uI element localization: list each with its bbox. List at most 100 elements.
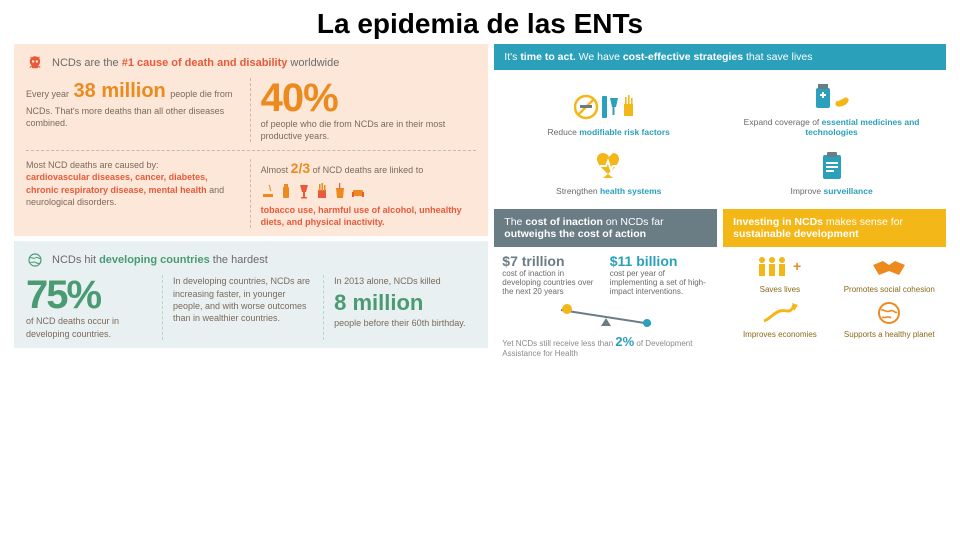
no-smoking-drink-food-icon: [574, 90, 644, 124]
lead: Most NCD deaths are caused by:: [26, 159, 242, 171]
t: Every year: [26, 89, 72, 99]
mid: of NCD deaths are linked to: [310, 165, 423, 175]
strategy-grid: Reduce modifiable risk factors Expand co…: [494, 70, 946, 204]
row-stats-1: Every year 38 million people die from NC…: [26, 78, 476, 142]
pre: Reduce: [548, 127, 580, 137]
footnote: Yet NCDs still receive less than 2% of D…: [494, 332, 717, 364]
tail: tobacco use, harmful use of alcohol, unh…: [261, 205, 462, 227]
couch-icon: [351, 182, 365, 200]
b: health systems: [600, 186, 661, 196]
cell-planet: Supports a healthy planet: [839, 298, 940, 339]
stat-causes: Most NCD deaths are caused by: cardiovas…: [26, 159, 242, 228]
panel-cost: The cost of inaction on NCDs far outweig…: [494, 209, 717, 364]
list: cardiovascular diseases, cancer, diabete…: [26, 172, 208, 194]
hdr-pre: NCDs are the: [52, 57, 122, 69]
stat-8m: In 2013 alone, NCDs killed 8 million peo…: [323, 275, 476, 339]
cost-7t: $7 trillion cost of inaction in developi…: [502, 253, 601, 296]
banner: Investing in NCDs makes sense for sustai…: [723, 209, 946, 247]
left-column: NCDs are the #1 cause of death and disab…: [14, 44, 488, 364]
cup-icon: [333, 182, 347, 200]
skull-icon: [26, 54, 44, 72]
mid: makes sense for: [823, 216, 903, 228]
label: Promotes social cohesion: [844, 285, 935, 294]
divider: [26, 150, 476, 151]
page-title: La epidemia de las ENTs: [0, 0, 960, 44]
label: Saves lives: [760, 285, 800, 294]
stat-40pct: 40% of people who die from NCDs are in t…: [250, 78, 477, 142]
cigarette-icon: [261, 182, 275, 200]
pre: The: [504, 216, 525, 228]
row-stats-2: Most NCD deaths are caused by: cardiovas…: [26, 159, 476, 228]
n: $11 billion: [610, 253, 709, 269]
b: modifiable risk factors: [579, 127, 670, 137]
label: Improves economies: [743, 330, 817, 339]
b1: time to act.: [520, 51, 575, 63]
b: surveillance: [824, 186, 873, 196]
panel-strategies: It's time to act. We have cost-effective…: [494, 44, 946, 204]
t: of NCD deaths occur in developing countr…: [26, 316, 119, 338]
svg-text:+: +: [793, 258, 801, 274]
stat-38m: Every year 38 million people die from NC…: [26, 78, 242, 142]
cell-cohesion: Promotes social cohesion: [839, 253, 940, 294]
invest-grid: + Saves lives Promotes social cohesion I…: [723, 247, 946, 343]
globe-icon: [26, 251, 44, 269]
hdr-bold: #1 cause of death and disability: [122, 57, 288, 69]
sub: cost of inaction in developing countries…: [502, 269, 601, 296]
n40: 40%: [261, 78, 477, 118]
panel-header: NCDs are the #1 cause of death and disab…: [26, 54, 476, 72]
cost-cols: $7 trillion cost of inaction in developi…: [494, 247, 717, 300]
pre: Improve: [790, 186, 823, 196]
glass-icon: [297, 182, 311, 200]
b2: sustainable development: [733, 228, 858, 240]
panel-ncd-deaths: NCDs are the #1 cause of death and disab…: [14, 44, 488, 236]
cell-risk-factors: Reduce modifiable risk factors: [502, 76, 715, 141]
b1: cost of inaction: [525, 216, 603, 228]
mid: on NCDs far: [603, 216, 664, 228]
label: Supports a healthy planet: [844, 330, 935, 339]
b2: cost-effective strategies: [623, 51, 743, 63]
cell-economies: Improves economies: [729, 298, 830, 339]
right-column: It's time to act. We have cost-effective…: [494, 44, 946, 364]
people-plus-icon: +: [755, 255, 805, 281]
row: 75% of NCD deaths occur in developing co…: [26, 275, 476, 339]
n8m: 8 million: [334, 288, 476, 318]
seesaw-wrap: [494, 300, 717, 332]
bottom-row: The cost of inaction on NCDs far outweig…: [494, 209, 946, 364]
t: In developing countries, NCDs are increa…: [173, 276, 310, 322]
cell-health-systems: Strengthen health systems: [502, 145, 715, 200]
pre: Yet NCDs still receive less than: [502, 339, 615, 348]
frac: 2/3: [291, 160, 310, 176]
n75: 75%: [26, 275, 154, 315]
panel-developing: NCDs hit developing countries the hardes…: [14, 241, 488, 347]
risk-icons: [261, 182, 477, 200]
bottle-icon: [279, 182, 293, 200]
banner: It's time to act. We have cost-effective…: [494, 44, 946, 70]
infographic-wrap: NCDs are the #1 cause of death and disab…: [0, 44, 960, 374]
seesaw-icon: [551, 304, 661, 328]
post: the hardest: [210, 254, 268, 266]
t: of people who die from NCDs are in their…: [261, 119, 446, 141]
globe-green-icon: [875, 300, 903, 326]
pre: Strengthen: [556, 186, 600, 196]
pre: Expand coverage of: [744, 117, 822, 127]
sub: cost per year of implementing a set of h…: [610, 269, 709, 296]
fries-icon: [315, 182, 329, 200]
pre: It's: [504, 51, 520, 63]
pre: Almost: [261, 165, 291, 175]
cell-saves-lives: + Saves lives: [729, 253, 830, 294]
handshake-icon: [869, 255, 909, 281]
stat-riskfactors: Almost 2/3 of NCD deaths are linked to t…: [250, 159, 477, 228]
stat-75pct: 75% of NCD deaths occur in developing co…: [26, 275, 154, 339]
b: 2%: [615, 334, 634, 349]
stat-faster: In developing countries, NCDs are increa…: [162, 275, 315, 339]
clipboard-icon: [817, 151, 847, 181]
pre: In 2013 alone, NCDs killed: [334, 275, 476, 287]
post: that save lives: [743, 51, 812, 63]
hdr-post: worldwide: [287, 57, 339, 69]
mid: We have: [576, 51, 623, 63]
b1: Investing in NCDs: [733, 216, 823, 228]
cell-surveillance: Improve surveillance: [725, 145, 938, 200]
cell-medicines: Expand coverage of essential medicines a…: [725, 76, 938, 141]
pre: NCDs hit: [52, 254, 99, 266]
banner: The cost of inaction on NCDs far outweig…: [494, 209, 717, 247]
